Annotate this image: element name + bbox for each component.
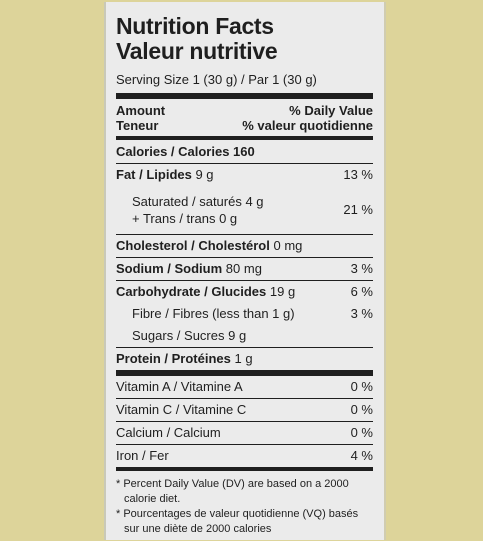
divider-medium [116,467,373,471]
footnote-french: * Pourcentages de valeur quotidienne (VQ… [116,508,359,535]
fibre-pct: 3 % [350,306,373,321]
protein-row: Protein / Protéines 1 g [116,348,373,370]
divider [116,163,373,164]
vitamin-c-pct: 0 % [350,402,373,417]
divider [116,257,373,258]
fat-label: Fat / Lipides [116,167,192,182]
sugars-row: Sugars / Sucres 9 g [116,325,373,347]
title-english: Nutrition Facts [116,13,274,39]
saturated-label: Saturated / saturés 4 g [132,194,264,209]
cholesterol-label: Cholesterol / Cholestérol [116,238,270,253]
daily-value-header-fr: % valeur quotidienne [242,118,373,133]
vitamin-a-row: Vitamin A / Vitamine A 0 % [116,376,373,398]
protein-label: Protein / Protéines [116,351,231,366]
iron-label: Iron / Fer [116,448,169,463]
vitamin-c-row: Vitamin C / Vitamine C 0 % [116,399,373,421]
calcium-row: Calcium / Calcium 0 % [116,422,373,444]
divider [116,421,373,422]
column-headers: Amount Teneur % Daily Value % valeur quo… [116,99,373,136]
divider [116,347,373,348]
sugars-label: Sugars / Sucres 9 g [132,328,247,343]
daily-value-header-en: % Daily Value [289,103,373,118]
saturated-pct: 21 % [343,202,373,217]
divider [116,398,373,399]
amount-header-en: Amount [116,103,166,118]
fat-row: Fat / Lipides 9 g 13 % [116,164,373,186]
carbohydrate-amount: 19 g [269,284,296,299]
amount-header-fr: Teneur [116,118,159,133]
serving-size: Serving Size 1 (30 g) / Par 1 (30 g) [116,72,317,87]
vitamin-a-label: Vitamin A / Vitamine A [116,379,243,394]
vitamin-c-label: Vitamin C / Vitamine C [116,402,247,417]
carbohydrate-label: Carbohydrate / Glucides [116,284,267,299]
calories-label: Calories / Calories 160 [116,143,255,159]
vitamin-a-pct: 0 % [350,379,373,394]
trans-label: + Trans / trans 0 g [132,211,238,226]
nutrition-facts-panel: Nutrition Facts Valeur nutritive Serving… [104,2,386,540]
fibre-row: Fibre / Fibres (less than 1 g) 3 % [116,303,373,325]
divider [116,234,373,235]
divider-medium [116,136,373,140]
calories-row: Calories / Calories 160 [116,140,373,163]
calcium-pct: 0 % [350,425,373,440]
footnote-english: * Percent Daily Value (DV) are based on … [116,478,349,505]
cholesterol-row: Cholesterol / Cholestérol 0 mg [116,235,373,257]
iron-row: Iron / Fer 4 % [116,445,373,467]
divider-thick [116,370,373,376]
calcium-label: Calcium / Calcium [116,425,221,440]
divider [116,444,373,445]
protein-amount: 1 g [234,351,253,366]
saturated-row: Saturated / saturés 4 g + Trans / trans … [116,186,373,234]
carbohydrate-pct: 6 % [350,284,373,299]
fat-amount: 9 g [195,167,214,182]
divider-thick [116,93,373,99]
cholesterol-amount: 0 mg [273,238,303,253]
fibre-label: Fibre / Fibres (less than 1 g) [132,306,295,321]
sodium-label: Sodium / Sodium [116,261,223,276]
fat-pct: 13 % [343,167,373,182]
divider [116,280,373,281]
sodium-row: Sodium / Sodium 80 mg 3 % [116,258,373,280]
footnotes: * Percent Daily Value (DV) are based on … [116,471,373,537]
title-french: Valeur nutritive [116,38,278,64]
sodium-amount: 80 mg [225,261,262,276]
carbohydrate-row: Carbohydrate / Glucides 19 g 6 % [116,281,373,303]
iron-pct: 4 % [350,448,373,463]
sodium-pct: 3 % [350,261,373,276]
